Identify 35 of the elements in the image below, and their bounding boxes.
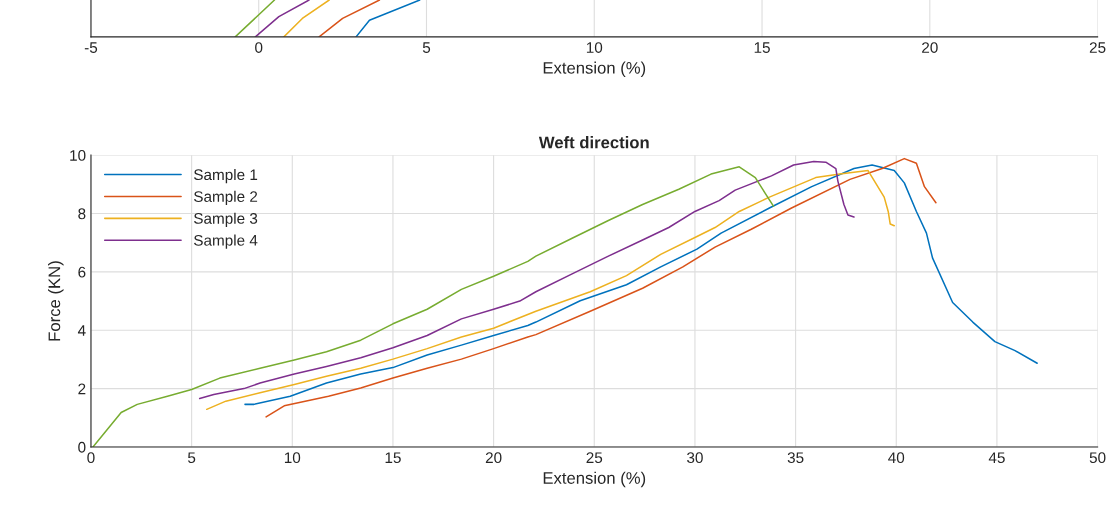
x-tick-label: 0 (255, 42, 263, 53)
y-tick-label: 4 (77, 325, 86, 336)
y-tick-label: 6 (78, 266, 86, 278)
x-tick-label: 0 (87, 452, 95, 464)
x-tick-label: 30 (687, 452, 703, 464)
x-tick-label: 5 (187, 452, 196, 464)
line-series (265, 157, 937, 418)
x-tick-label: 20 (922, 42, 938, 53)
line-series (244, 164, 1038, 406)
x-tick-label: 25 (586, 452, 603, 464)
y-tick-label: 2 (78, 383, 86, 395)
x-tick-label: 50 (1089, 452, 1106, 464)
x-tick-label: 25 (1089, 42, 1106, 53)
x-tick-label: 40 (888, 452, 905, 464)
x-tick-label: 5 (422, 42, 431, 53)
legend-label: Sample 4 (194, 234, 258, 249)
legend-label: Sample 1 (194, 168, 258, 184)
y-tick-label: 0 (78, 441, 86, 453)
x-tick-label: 35 (787, 452, 804, 464)
legend-label: Sample 3 (194, 212, 258, 227)
line-series (92, 166, 775, 447)
x-axis-title: Extension (%) (543, 471, 646, 488)
chart-title: Weft direction (538, 136, 649, 149)
x-tick-label: 10 (586, 42, 603, 53)
x-tick-label: 15 (385, 452, 401, 464)
x-tick-label: -5 (84, 42, 98, 53)
x-axis-title: Extension (%) (543, 61, 646, 78)
y-tick-label: 8 (78, 208, 86, 220)
y-tick-label: 10 (70, 150, 86, 161)
legend-label: Sample 2 (194, 190, 258, 206)
x-tick-label: 10 (284, 452, 301, 464)
x-tick-label: 20 (485, 452, 502, 464)
x-tick-label: 15 (754, 42, 770, 53)
x-tick-label: 45 (988, 452, 1005, 464)
y-axis-title: Force (KN) (48, 261, 64, 341)
